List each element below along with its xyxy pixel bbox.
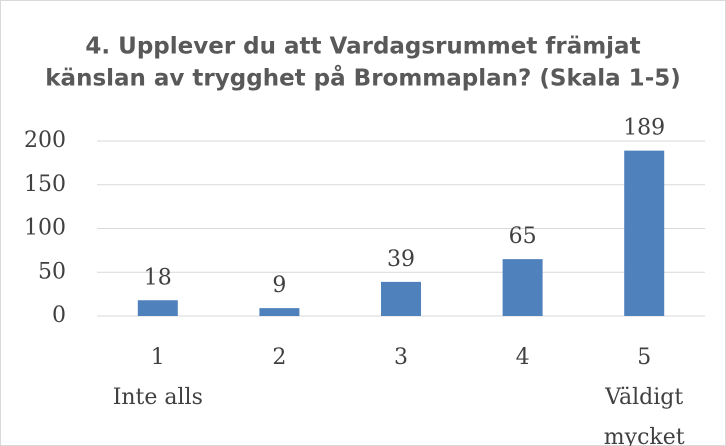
x-tick-label: 3 — [394, 345, 408, 370]
y-tick-label: 0 — [52, 303, 66, 328]
bar — [502, 259, 543, 316]
x-tick-label: 2 — [272, 345, 286, 370]
bar — [137, 300, 178, 316]
data-label: 18 — [144, 265, 172, 290]
x-tick-label: 1 — [151, 345, 165, 370]
y-tick-label: 50 — [38, 259, 66, 284]
x-tick-label: 4 — [516, 345, 530, 370]
x-tick-label: mycket — [604, 425, 685, 446]
x-tick-label: 5 — [637, 345, 651, 370]
data-label: 65 — [509, 224, 537, 249]
y-tick-label: 200 — [24, 128, 66, 153]
bar — [259, 308, 300, 316]
x-tick-label: Inte alls — [113, 385, 203, 410]
data-label: 189 — [623, 116, 665, 141]
data-label: 9 — [272, 273, 286, 298]
bar — [381, 281, 421, 316]
chart-title: 4. Upplever du att Vardagsrummet främjat — [85, 34, 640, 60]
data-label: 39 — [387, 247, 415, 272]
y-tick-label: 150 — [24, 172, 66, 197]
chart-title: känslan av trygghet på Brommaplan? (Skal… — [45, 65, 681, 92]
y-tick-label: 100 — [24, 216, 66, 241]
x-tick-label: Väldigt — [604, 385, 683, 410]
bar — [624, 150, 665, 316]
